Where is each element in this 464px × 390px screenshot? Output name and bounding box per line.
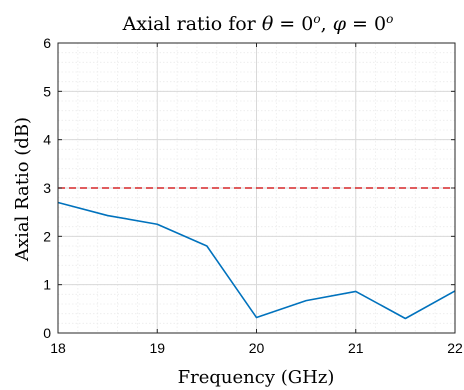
x-axis-label: Frequency (GHz) — [178, 367, 335, 388]
y-axis-label: Axial Ratio (dB) — [12, 117, 33, 262]
x-tick-label: 18 — [50, 340, 66, 356]
x-tick-label: 21 — [348, 340, 364, 356]
y-tick-label: 6 — [43, 35, 51, 51]
axis-ticks: 18 19 20 21 22 0 1 2 3 4 5 6 — [43, 35, 463, 356]
x-tick-label: 22 — [447, 340, 463, 356]
y-tick-label: 0 — [43, 325, 51, 341]
x-tick-label: 19 — [149, 340, 165, 356]
y-tick-label: 1 — [43, 277, 51, 293]
x-tick-label: 20 — [249, 340, 265, 356]
y-tick-label: 3 — [43, 180, 51, 196]
y-tick-label: 5 — [43, 83, 51, 99]
y-tick-label: 4 — [43, 132, 51, 148]
y-tick-label: 2 — [43, 228, 51, 244]
chart-title: Axial ratio for θ = 0o, φ = 0o — [122, 12, 394, 35]
